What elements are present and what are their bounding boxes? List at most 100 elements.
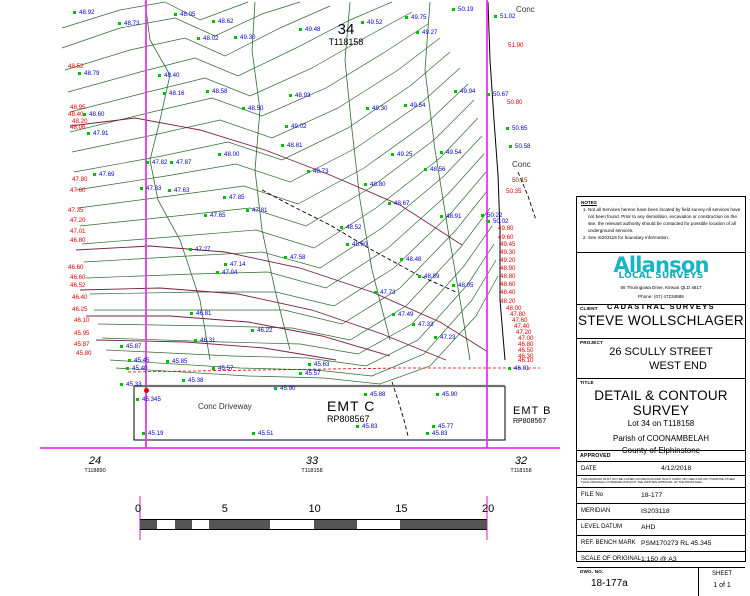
scale-bar-tick-label: 20: [482, 503, 495, 515]
title-lot: Lot 34 on T118158: [627, 419, 695, 428]
spot-height-marker: [197, 37, 200, 40]
spot-height-marker: [366, 107, 369, 110]
spot-height-marker: [356, 425, 359, 428]
spot-height-label: 48.62: [218, 18, 234, 25]
title-parish: Parish of COONAMBELAH: [612, 433, 710, 443]
spot-height-marker: [120, 345, 123, 348]
title-block-row-key: FILE No: [581, 492, 604, 499]
spot-height-marker: [281, 144, 284, 147]
adjoining-lot-24: 24 T118890: [70, 455, 120, 475]
spot-height-label: 45.63: [314, 361, 330, 368]
plan-drawing-area[interactable]: 48.92 48.73 48.05 48.62 48.02 49.30 49.48 49.52…: [0, 0, 575, 562]
benchmark-dot: [144, 388, 149, 393]
contour-elevation-label: 48.00: [506, 305, 522, 312]
spot-height-marker: [440, 151, 443, 154]
contour-elevation-label: 46.60: [70, 274, 86, 281]
spot-height-marker: [274, 387, 277, 390]
spot-height-marker: [434, 336, 437, 339]
spot-height-marker: [424, 168, 427, 171]
contour-elevation-label: 46.52: [70, 282, 86, 289]
adjoining-lot-33: 33 T118158: [287, 455, 337, 475]
spot-height-marker: [374, 291, 377, 294]
spot-height-marker: [252, 432, 255, 435]
scale-bar-tick-label: 10: [308, 503, 321, 515]
company-subtitle: LOCAL SURVEYS: [618, 270, 704, 281]
spot-height-label: 48.73: [313, 168, 329, 175]
contour-elevation-label: 45.95: [74, 330, 90, 337]
approved-box: APPROVED: [577, 451, 745, 462]
note-item-1: Not all Services hereon have been locate…: [588, 206, 741, 234]
spot-height-marker: [392, 313, 395, 316]
client-caption: CLIENT: [580, 306, 598, 311]
contour-elevation-label: 47.40: [514, 323, 530, 330]
spot-height-marker: [216, 271, 219, 274]
spot-height-label: 49.54: [410, 102, 426, 109]
contour-elevation-label: 50.35: [506, 188, 522, 195]
title-block-row-key: REF. BENCH MARK: [581, 540, 636, 547]
dwg-box: DWG. No. 18-177a: [577, 567, 699, 596]
scale-bar-tick-label: 5: [221, 503, 228, 515]
notes-heading: NOTES: [581, 200, 597, 205]
spot-height-marker: [416, 31, 419, 34]
spot-height-label: 47.87: [176, 159, 192, 166]
project-caption: PROJECT: [580, 340, 604, 345]
title-block-row: LEVEL DATUM AHD: [577, 520, 745, 536]
spot-height-label: 48.02: [203, 35, 219, 42]
spot-height-marker: [487, 93, 490, 96]
contour-elevation-label: 46.10: [518, 357, 534, 364]
spot-height-label: 47.58: [290, 254, 306, 261]
contour-elevation-label: 46.25: [72, 306, 88, 313]
lot-plan-number: T118158: [328, 36, 364, 47]
easement-label-b: EMT B RP808567: [513, 405, 551, 426]
title-block-row: FILE No 18-177: [577, 488, 745, 504]
spot-height-marker: [251, 329, 254, 332]
contour-elevation-label: 48.40: [500, 289, 516, 296]
spot-height-label: 49.75: [411, 14, 427, 21]
spot-height-marker: [174, 13, 177, 16]
spot-height-label: 46.81: [196, 310, 212, 317]
spot-height-label: 45.33: [126, 381, 142, 388]
scale-bar-segment: [226, 520, 271, 529]
spot-height-marker: [212, 20, 215, 23]
spot-height-marker: [128, 359, 131, 362]
spot-height-label: 48.16: [169, 90, 185, 97]
spot-height-label: 51.02: [500, 13, 516, 20]
company-logo-box: Allanson LOCAL SURVEYS 56 Thuringowa Dri…: [577, 253, 745, 311]
contour-elevation-label: 45.87: [74, 341, 90, 348]
scale-bar-segment: [140, 520, 158, 529]
spot-height-marker: [481, 214, 484, 217]
spot-height-label: 47.49: [398, 311, 414, 318]
spot-height-marker: [166, 360, 169, 363]
spot-height-label: 47.82: [152, 159, 168, 166]
spot-height-label: 48.48: [406, 256, 422, 263]
contour-elevation-label: 48.20: [500, 298, 516, 305]
spot-height-marker: [454, 90, 457, 93]
spot-height-marker: [120, 383, 123, 386]
spot-height-marker: [204, 214, 207, 217]
spot-height-label: 49.30: [240, 34, 256, 41]
spot-height-label: 50.19: [458, 6, 474, 13]
spot-height-marker: [190, 312, 193, 315]
contour-elevation-label: 49.60: [498, 234, 514, 241]
spot-height-label: 48.79: [84, 70, 100, 77]
spot-height-marker: [140, 187, 143, 190]
spot-height-marker: [224, 263, 227, 266]
spot-height-label: 49.52: [367, 19, 383, 26]
spot-height-label: 45.19: [148, 430, 164, 437]
spot-height-label: 47.33: [418, 321, 434, 328]
spot-height-label: 49.02: [291, 123, 307, 130]
spot-height-marker: [168, 189, 171, 192]
adjoining-lot-24-plan: T118890: [84, 468, 106, 475]
title-main: DETAIL & CONTOUR SURVEY: [594, 388, 728, 418]
lot-label-main: 34 T118158: [306, 22, 386, 47]
spot-height-marker: [432, 425, 435, 428]
spot-height-label: 46.01: [514, 365, 530, 372]
company-address: 56 Thuringowa Drive, Kirwan QLD 4817: [620, 284, 702, 290]
contour-elevation-label: 47.35: [68, 207, 84, 214]
spot-height-label: 48.89: [424, 273, 440, 280]
title-box: TITLE DETAIL & CONTOUR SURVEY Lot 34 on …: [577, 379, 745, 455]
spot-height-marker: [93, 173, 96, 176]
spot-height-label: 45.345: [142, 396, 161, 403]
spot-height-label: 49.54: [446, 149, 462, 156]
spot-height-label: 47.33: [146, 185, 162, 192]
